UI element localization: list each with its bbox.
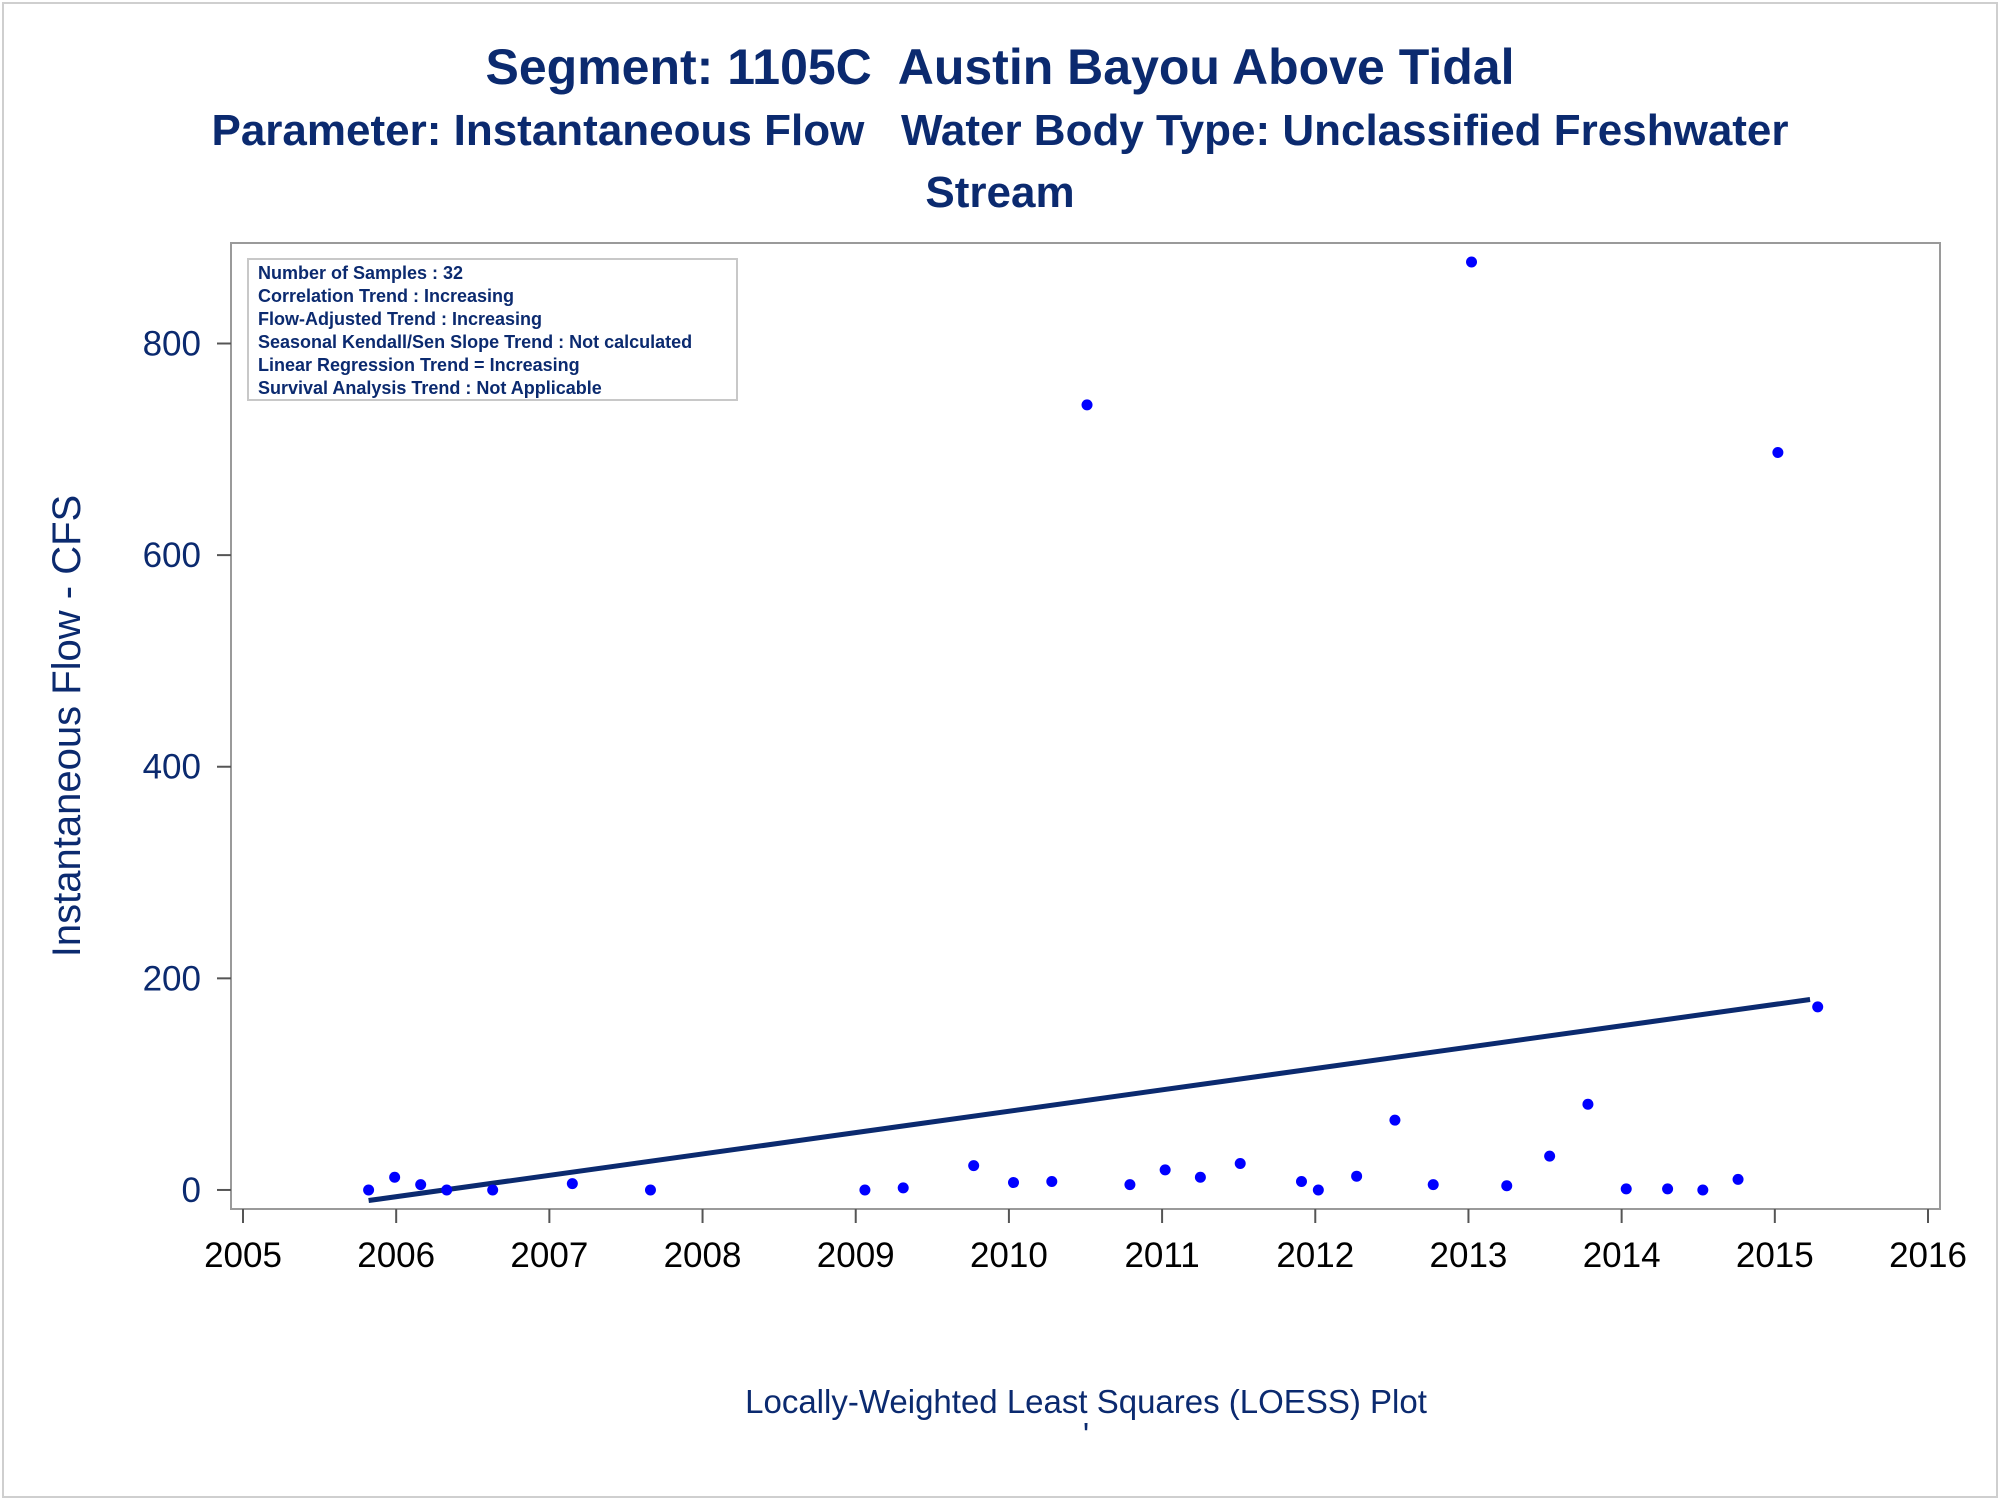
chart-subtitle-continued: Stream xyxy=(925,168,1075,217)
data-point xyxy=(1351,1170,1363,1182)
data-point xyxy=(566,1178,578,1190)
x-tick-label: 2006 xyxy=(357,1236,435,1275)
x-tick-label: 2016 xyxy=(1889,1236,1967,1275)
data-point xyxy=(1312,1184,1324,1196)
data-point xyxy=(1295,1175,1307,1187)
data-point xyxy=(897,1182,909,1194)
data-point xyxy=(363,1184,375,1196)
data-point xyxy=(1772,446,1784,458)
data-point xyxy=(1008,1177,1020,1189)
data-point xyxy=(1046,1175,1058,1187)
x-tick-label: 2008 xyxy=(664,1236,742,1275)
y-tick-label: 200 xyxy=(143,959,201,998)
stats-line-survival: Survival Analysis Trend : Not Applicable xyxy=(258,378,602,398)
data-point xyxy=(1544,1150,1556,1162)
data-point xyxy=(487,1184,499,1196)
data-point xyxy=(1124,1179,1136,1191)
data-point xyxy=(1466,256,1478,268)
stats-box: Number of Samples : 32 Correlation Trend… xyxy=(247,258,738,401)
trend-line-group xyxy=(368,997,1811,1204)
data-point xyxy=(1582,1098,1594,1110)
data-point xyxy=(441,1184,453,1196)
x-tick-label: 2009 xyxy=(817,1236,895,1275)
trend-line xyxy=(368,997,1811,1204)
data-point xyxy=(1389,1114,1401,1126)
stats-line-correlation: Correlation Trend : Increasing xyxy=(258,286,514,306)
data-point xyxy=(644,1184,656,1196)
chart-title: Segment: 1105C Austin Bayou Above Tidal xyxy=(485,39,1515,95)
x-tick-label: 2012 xyxy=(1276,1236,1354,1275)
data-point xyxy=(1732,1173,1744,1185)
x-tick-label: 2010 xyxy=(970,1236,1048,1275)
data-point xyxy=(1662,1183,1674,1195)
data-point xyxy=(389,1171,401,1183)
data-point xyxy=(1501,1180,1513,1192)
x-tick-label: 2011 xyxy=(1124,1236,1199,1275)
plot-area xyxy=(230,242,1941,1210)
footnote-mark: ' xyxy=(1083,1416,1089,1453)
y-tick-label: 400 xyxy=(143,748,201,787)
data-point xyxy=(968,1160,980,1172)
x-axis: 2005 2006 2007 2008 2009 2010 2011 2012 2013 2014… xyxy=(204,1209,1967,1275)
data-point xyxy=(1620,1183,1632,1195)
x-tick-label: 2005 xyxy=(204,1236,282,1275)
stats-line-seasonal-kendall: Seasonal Kendall/Sen Slope Trend : Not c… xyxy=(258,332,692,352)
data-point xyxy=(1427,1179,1439,1191)
data-point xyxy=(1194,1171,1206,1183)
stats-line-samples: Number of Samples : 32 xyxy=(258,263,463,283)
data-point xyxy=(1697,1184,1709,1196)
footnote: Locally-Weighted Least Squares (LOESS) P… xyxy=(745,1383,1427,1420)
data-point xyxy=(415,1179,427,1191)
x-tick-label: 2015 xyxy=(1736,1236,1814,1275)
stats-line-linear-regression: Linear Regression Trend = Increasing xyxy=(258,355,580,375)
data-point xyxy=(1159,1164,1171,1176)
x-tick-label: 2007 xyxy=(510,1236,588,1275)
data-point xyxy=(1081,399,1093,411)
y-tick-label: 600 xyxy=(143,536,201,575)
stats-line-flow-adjusted: Flow-Adjusted Trend : Increasing xyxy=(258,309,542,329)
y-axis: 0 200 400 600 800 xyxy=(143,325,231,1210)
data-point xyxy=(1812,1001,1824,1013)
y-axis-label: Instantaneous Flow - CFS xyxy=(45,495,89,957)
data-points xyxy=(363,256,1824,1196)
x-tick-label: 2013 xyxy=(1430,1236,1508,1275)
x-tick-label: 2014 xyxy=(1583,1236,1661,1275)
y-tick-label: 0 xyxy=(182,1171,201,1210)
data-point xyxy=(1234,1158,1246,1170)
y-tick-label: 800 xyxy=(143,325,201,364)
stats-box-border xyxy=(247,258,738,401)
data-point xyxy=(859,1184,871,1196)
chart-subtitle: Parameter: Instantaneous Flow Water Body… xyxy=(211,106,1789,155)
